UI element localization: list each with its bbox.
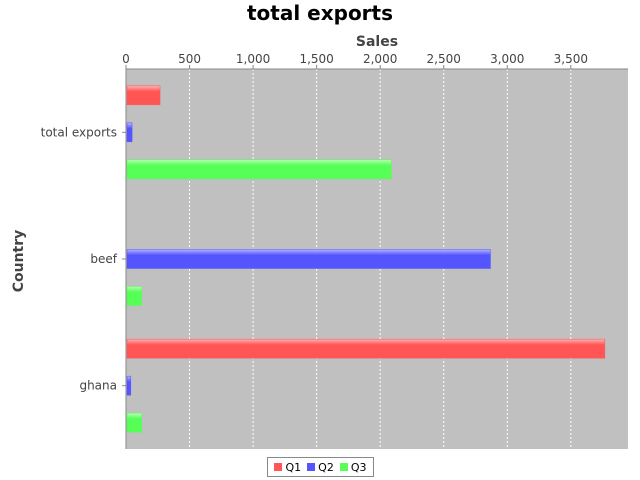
value-tick-label: 500	[178, 52, 201, 66]
value-tick-label: 1,000	[236, 52, 270, 66]
bar-q2-total-exports	[126, 122, 133, 143]
category-tick-label: total exports	[41, 125, 117, 139]
legend-item-q1: Q1	[274, 461, 301, 474]
value-tick-label: 0	[122, 52, 130, 66]
value-axis-title: Sales	[356, 34, 398, 50]
bar-q3-ghana	[126, 412, 142, 433]
value-tick-label: 2,000	[363, 52, 397, 66]
value-tick-label: 1,500	[299, 52, 333, 66]
legend-item-q2: Q2	[307, 461, 334, 474]
bar-q3-beef	[126, 286, 142, 306]
legend-label: Q3	[350, 460, 367, 474]
bar-q1-total-exports	[126, 85, 161, 106]
legend-item-q3: Q3	[339, 460, 367, 474]
category-axis-title: Country	[11, 230, 27, 293]
axes: 0 500 1,000 1,500 2,000 2,500 3,000 3,500 total …	[41, 52, 628, 449]
category-tick-label: beef	[90, 252, 117, 266]
bar-q3-total-exports	[126, 159, 392, 180]
legend-swatch	[274, 463, 283, 471]
bar-q2-ghana	[126, 375, 132, 396]
legend-label: Q1	[285, 460, 302, 474]
legend: Q1 Q2 Q3	[267, 457, 374, 477]
value-tick-label: 3,500	[554, 52, 588, 66]
value-tick-label: 3,000	[490, 52, 524, 66]
value-tick-label: 2,500	[427, 52, 461, 66]
category-tick-label: ghana	[79, 379, 117, 393]
legend-swatch	[307, 463, 316, 471]
legend-swatch	[339, 463, 348, 471]
legend-label: Q2	[318, 460, 334, 474]
bars	[126, 85, 606, 433]
bar-q2-beef	[126, 249, 491, 269]
chart-title: total exports	[246, 1, 394, 25]
bar-q1-ghana	[126, 338, 606, 359]
